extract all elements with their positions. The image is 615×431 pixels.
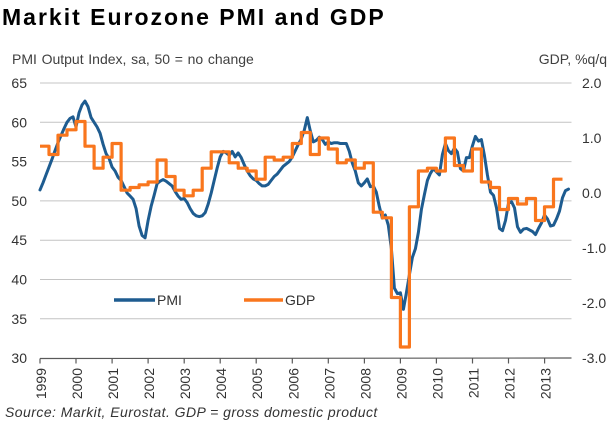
svg-text:2008: 2008: [357, 368, 373, 399]
svg-text:PMI: PMI: [157, 292, 182, 308]
svg-text:0.0: 0.0: [582, 185, 602, 201]
svg-text:1999: 1999: [33, 368, 49, 399]
svg-text:PMI Output Index, sa, 50 = no: PMI Output Index, sa, 50 = no change: [12, 51, 254, 67]
svg-text:2012: 2012: [502, 368, 518, 399]
svg-text:50: 50: [11, 193, 27, 209]
svg-text:35: 35: [11, 311, 27, 327]
svg-text:2011: 2011: [466, 368, 482, 398]
svg-text:55: 55: [11, 154, 27, 170]
svg-text:2002: 2002: [141, 368, 157, 399]
svg-text:2004: 2004: [213, 368, 229, 399]
svg-text:2007: 2007: [321, 368, 337, 399]
svg-text:2001: 2001: [105, 368, 121, 399]
svg-text:2000: 2000: [69, 368, 85, 399]
svg-text:65: 65: [11, 75, 27, 91]
svg-text:1.0: 1.0: [582, 130, 602, 146]
svg-text:2009: 2009: [393, 368, 409, 399]
svg-text:30: 30: [11, 350, 27, 366]
svg-text:40: 40: [11, 272, 27, 288]
svg-text:-3.0: -3.0: [582, 350, 606, 366]
svg-text:GDP, %q/q: GDP, %q/q: [539, 51, 607, 67]
svg-text:2013: 2013: [538, 368, 554, 399]
svg-text:45: 45: [11, 232, 27, 248]
svg-text:-1.0: -1.0: [582, 240, 606, 256]
svg-text:2003: 2003: [177, 368, 193, 399]
svg-text:2006: 2006: [285, 368, 301, 399]
svg-text:Source: Markit, Eurostat. GDP: Source: Markit, Eurostat. GDP = gross do…: [5, 404, 378, 420]
svg-text:2.0: 2.0: [582, 75, 602, 91]
svg-text:Markit Eurozone PMI and GDP: Markit Eurozone PMI and GDP: [2, 4, 386, 30]
svg-text:60: 60: [11, 114, 27, 130]
svg-text:-2.0: -2.0: [582, 295, 606, 311]
svg-text:2005: 2005: [249, 368, 265, 399]
svg-text:GDP: GDP: [285, 292, 315, 308]
svg-text:2010: 2010: [429, 368, 445, 399]
